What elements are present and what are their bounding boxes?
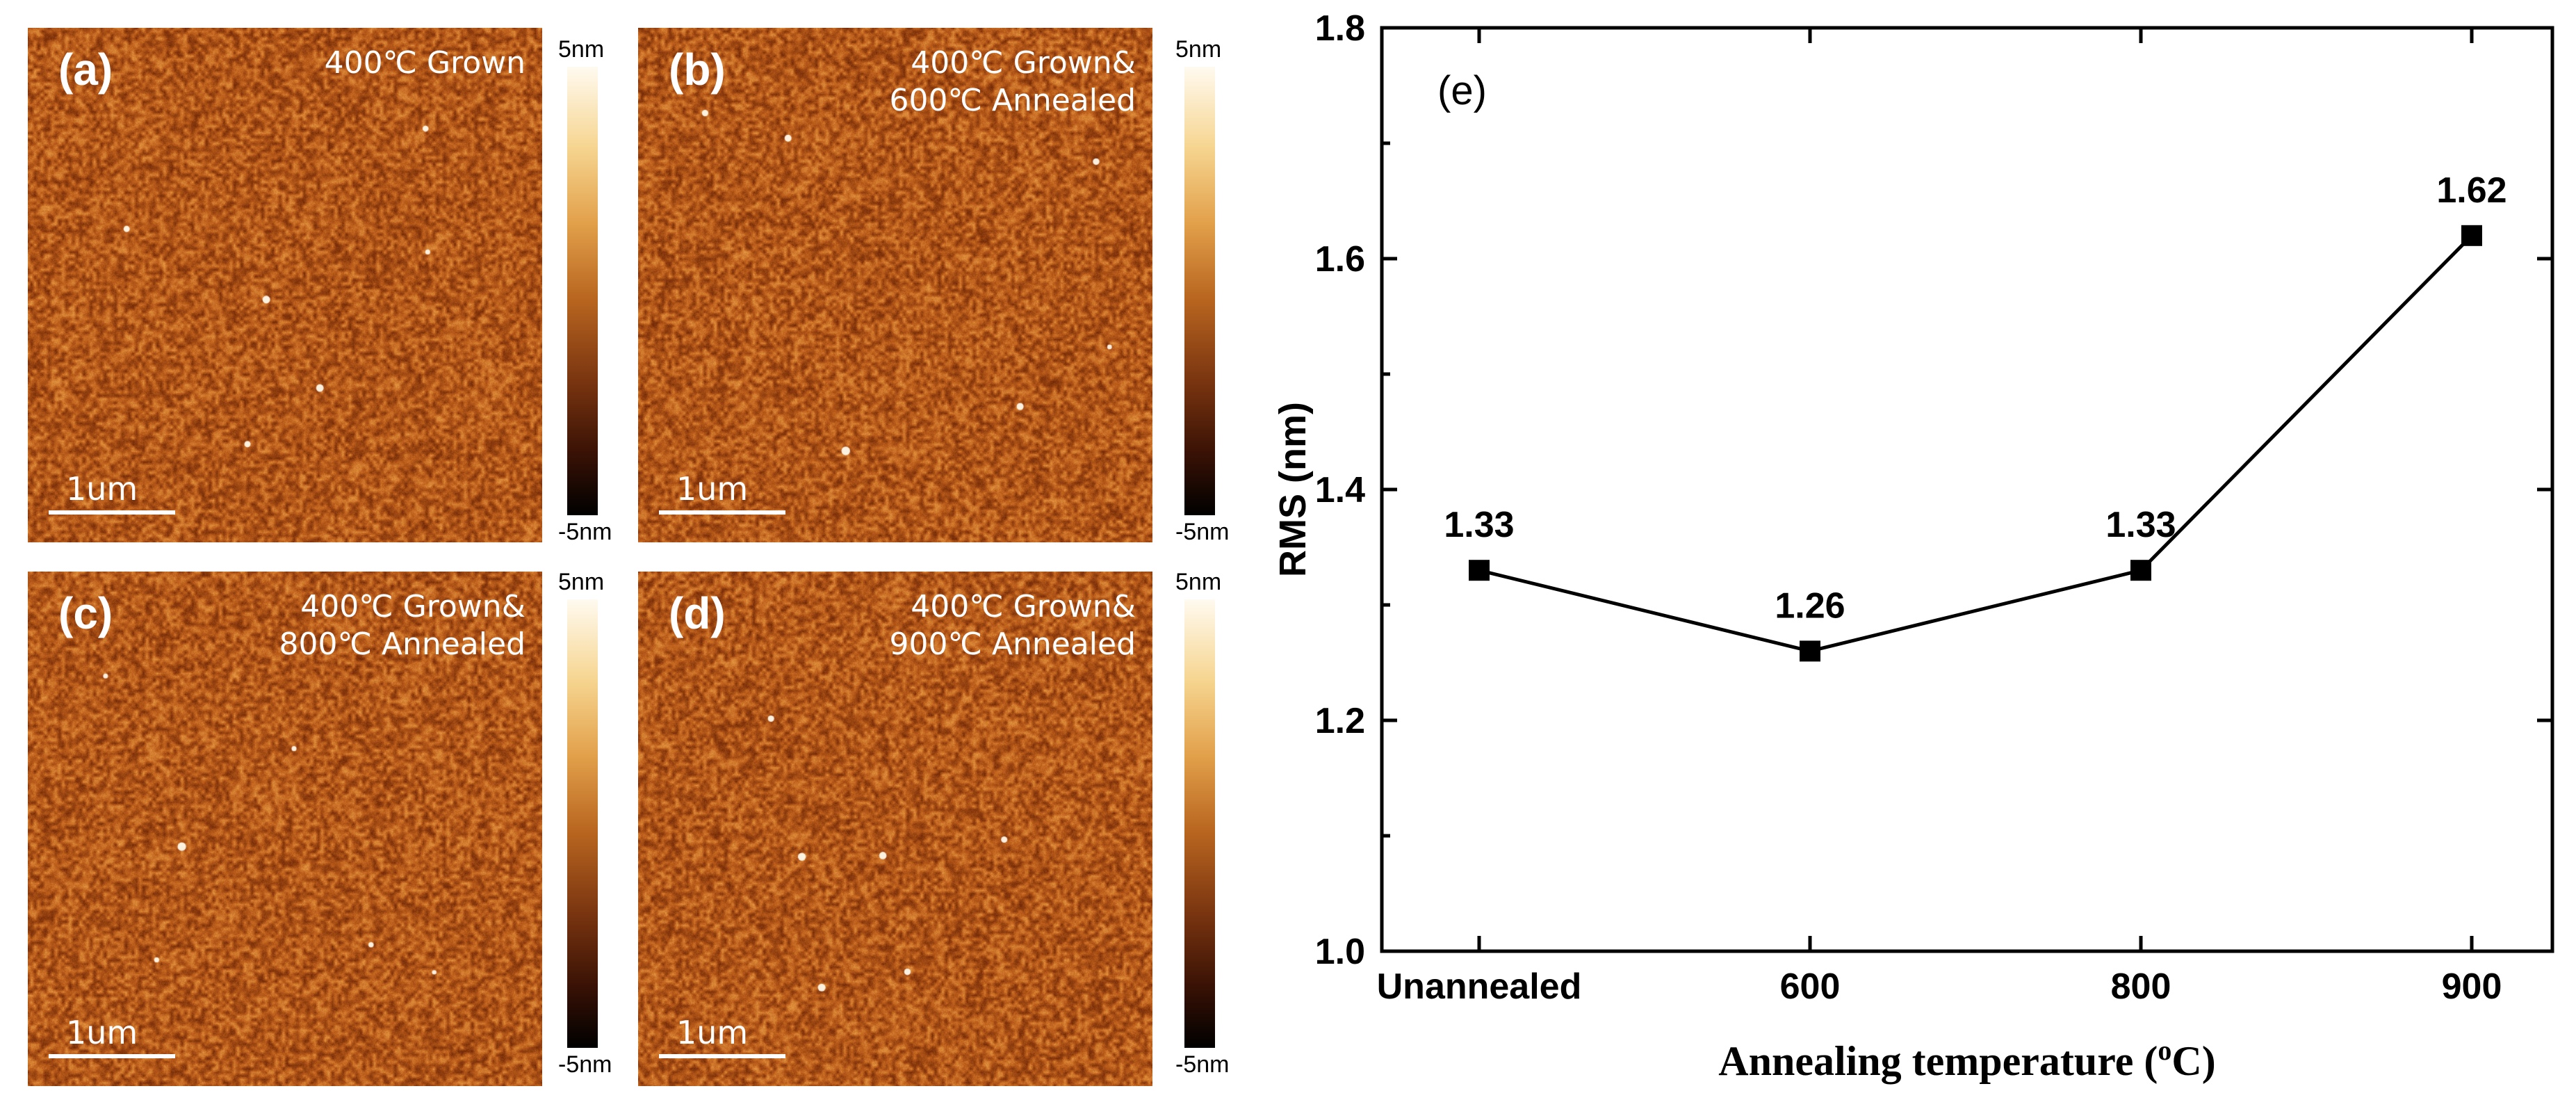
y-axis-label: RMS (nm) [1272, 402, 1314, 577]
colorbar-min-label: -5nm [1175, 519, 1230, 545]
scale-bar-label: 1um [66, 1014, 138, 1051]
data-point [1469, 560, 1490, 581]
data-label: 1.33 [2105, 505, 2176, 545]
y-tick-label: 1.4 [1315, 470, 1365, 510]
caption-line: 400℃ Grown& [911, 589, 1136, 624]
scale-bar [49, 510, 175, 515]
panel-label-e: (e) [1437, 68, 1487, 113]
panel-caption: 400℃ Grown& 900℃ Annealed [816, 588, 1136, 663]
colorbar-min-label: -5nm [558, 519, 612, 545]
afm-panel-d: (d) 400℃ Grown& 900℃ Annealed 1um [638, 572, 1152, 1086]
scale-bar [659, 510, 785, 515]
panel-caption: 400℃ Grown [206, 45, 525, 82]
panel-label: (c) [58, 588, 113, 638]
caption-line: 600℃ Annealed [889, 82, 1136, 118]
afm-panel-a: (a) 400℃ Grown 1um [28, 28, 542, 542]
x-tick-label: Unannealed [1377, 966, 1582, 1007]
x-tick-label: 600 [1780, 966, 1841, 1007]
afm-image [28, 28, 542, 542]
caption-line: 400℃ Grown [324, 45, 525, 81]
data-point [1800, 640, 1820, 662]
panel-label: (d) [669, 588, 726, 638]
y-tick-label: 1.8 [1315, 8, 1365, 49]
panel-label: (a) [58, 45, 113, 95]
scale-bar [659, 1054, 785, 1058]
afm-image [638, 28, 1152, 542]
afm-panel-b: (b) 400℃ Grown& 600℃ Annealed 1um [638, 28, 1152, 542]
colorbar [567, 599, 598, 1048]
scale-bar-label: 1um [66, 470, 138, 508]
series-line [1478, 234, 2473, 653]
afm-image [638, 572, 1152, 1086]
colorbar [1184, 67, 1215, 515]
data-label: 1.26 [1775, 585, 1845, 626]
data-label: 1.62 [2436, 170, 2506, 211]
panel-label: (b) [669, 45, 726, 95]
x-tick-label: 800 [2111, 966, 2171, 1007]
colorbar-max-label: 5nm [558, 569, 605, 595]
panel-caption: 400℃ Grown& 800℃ Annealed [206, 588, 525, 663]
scale-bar-label: 1um [676, 1014, 749, 1051]
data-label: 1.33 [1444, 505, 1514, 545]
colorbar-min-label: -5nm [1175, 1051, 1230, 1078]
y-tick-label: 1.0 [1315, 932, 1365, 972]
colorbar-max-label: 5nm [558, 36, 605, 63]
caption-line: 400℃ Grown& [911, 45, 1136, 81]
y-tick-label: 1.6 [1315, 239, 1365, 280]
colorbar-min-label: -5nm [558, 1051, 612, 1078]
data-point [2461, 225, 2482, 246]
x-tick-label: 900 [2442, 966, 2502, 1007]
caption-line: 400℃ Grown& [300, 589, 525, 624]
afm-image [28, 572, 542, 1086]
caption-line: 800℃ Annealed [279, 626, 525, 662]
scale-bar-label: 1um [676, 470, 749, 508]
afm-panel-c: (c) 400℃ Grown& 800℃ Annealed 1um [28, 572, 542, 1086]
colorbar [567, 67, 598, 515]
colorbar-max-label: 5nm [1175, 36, 1222, 63]
colorbar-max-label: 5nm [1175, 569, 1222, 595]
plot-frame [1380, 26, 2554, 953]
data-point [2130, 560, 2151, 581]
y-tick-label: 1.2 [1315, 701, 1365, 741]
x-axis-label: Annealing temperature (oC) [1718, 1035, 2215, 1084]
panel-caption: 400℃ Grown& 600℃ Annealed [816, 45, 1136, 119]
scale-bar [49, 1054, 175, 1058]
colorbar [1184, 599, 1215, 1048]
caption-line: 900℃ Annealed [889, 626, 1136, 662]
